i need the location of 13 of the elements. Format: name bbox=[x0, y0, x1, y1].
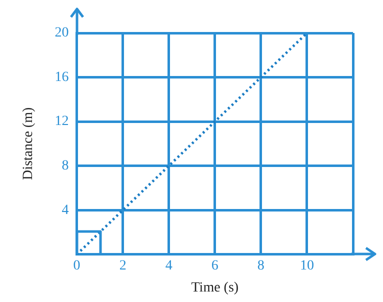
x-tick-label: 4 bbox=[165, 258, 172, 274]
x-tick-label: 10 bbox=[300, 258, 314, 274]
y-tick-label: 16 bbox=[54, 70, 69, 85]
x-tick-label: 8 bbox=[257, 258, 264, 274]
y-axis-title: Distance (m) bbox=[21, 107, 36, 180]
y-tick-label: 12 bbox=[54, 114, 69, 130]
y-tick-label: 8 bbox=[62, 158, 69, 174]
x-tick-label: 0 bbox=[73, 258, 80, 274]
x-axis-title: Time (s) bbox=[191, 280, 239, 296]
y-tick-label: 4 bbox=[62, 202, 69, 218]
y-tick-label: 20 bbox=[54, 26, 69, 41]
x-tick-label: 6 bbox=[211, 258, 218, 274]
x-tick-label: 2 bbox=[119, 258, 126, 274]
